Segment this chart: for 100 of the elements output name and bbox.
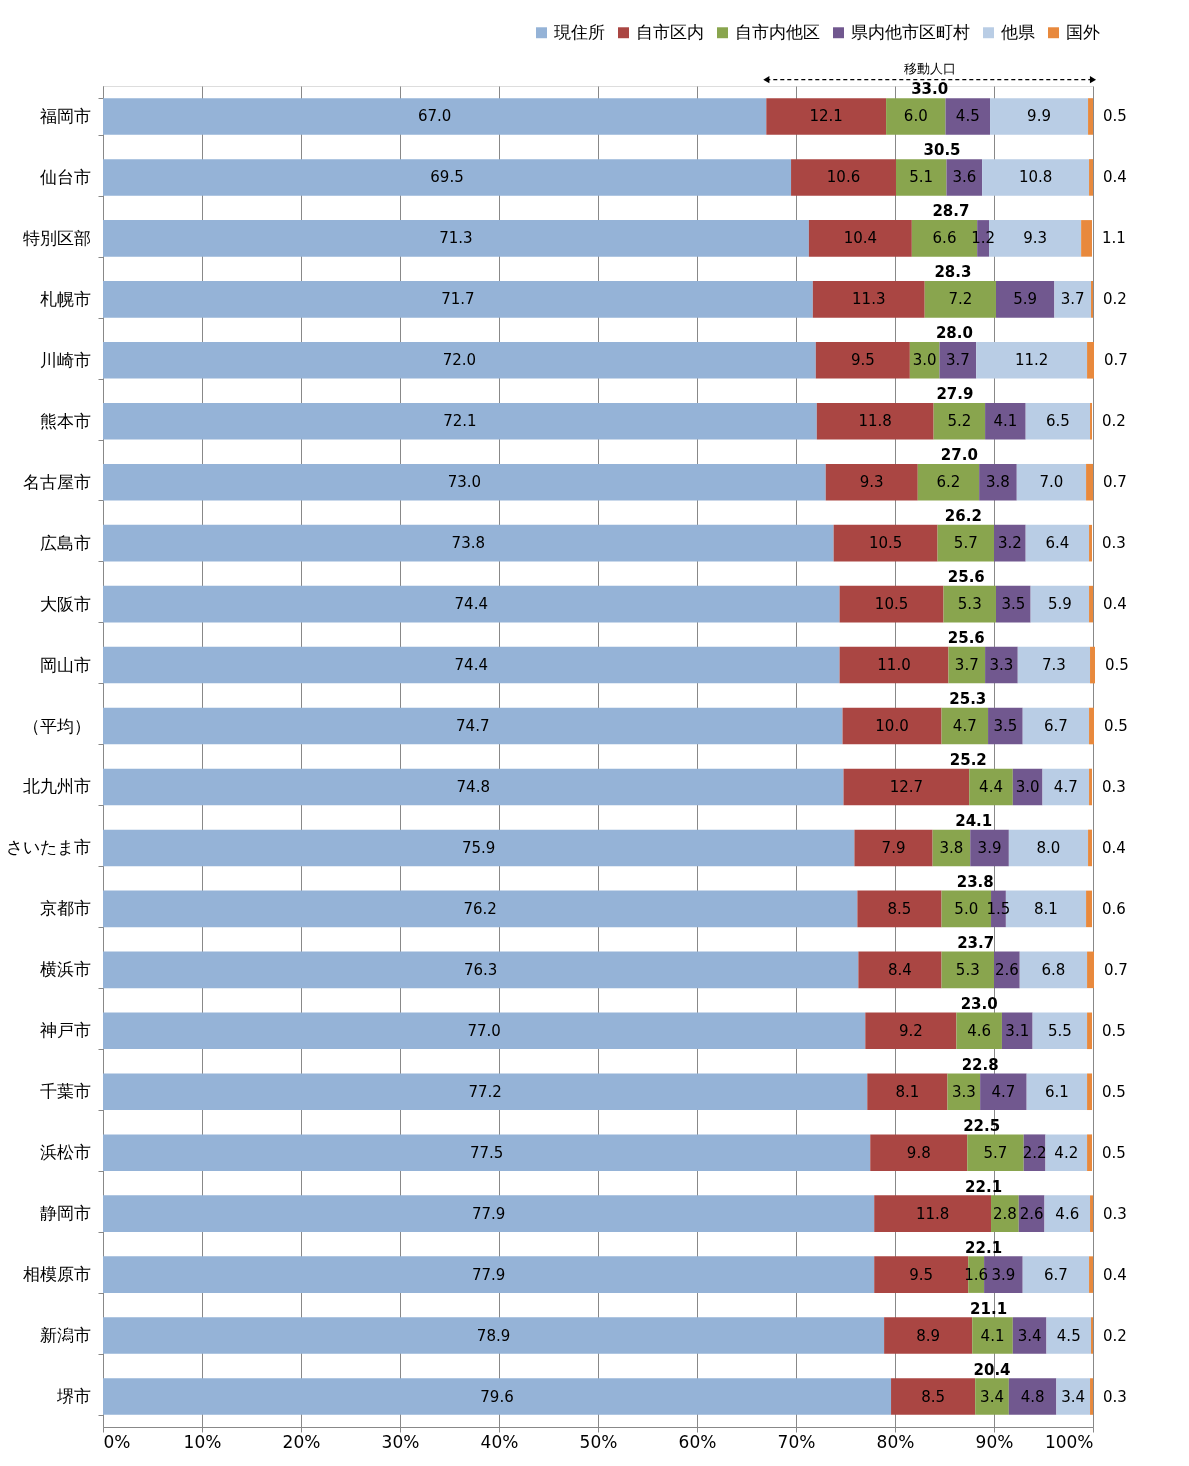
data-label: 9.5 bbox=[850, 351, 875, 370]
data-label: 0.6 bbox=[1102, 899, 1126, 918]
annotation: 22.8 bbox=[961, 1055, 999, 1074]
data-label: 0.4 bbox=[1103, 1265, 1127, 1284]
x-tick-label: 100% bbox=[1044, 1431, 1094, 1452]
data-label: 10.4 bbox=[843, 229, 878, 248]
data-label: 3.1 bbox=[1005, 1021, 1030, 1040]
data-label: 5.9 bbox=[1047, 595, 1072, 614]
annotation: 23.7 bbox=[957, 933, 995, 952]
bar bbox=[1054, 281, 1092, 318]
data-label: 5.9 bbox=[1013, 290, 1038, 309]
bar bbox=[1030, 585, 1090, 623]
data-label: 3.5 bbox=[993, 717, 1018, 736]
data-label: 12.1 bbox=[809, 107, 843, 126]
data-label: 3.0 bbox=[1015, 777, 1040, 796]
annotation: 30.5 bbox=[923, 141, 961, 160]
annotation: 25.3 bbox=[949, 690, 987, 709]
data-label: 7.0 bbox=[1039, 473, 1064, 492]
data-label: 5.0 bbox=[954, 899, 979, 918]
annotation: 27.0 bbox=[940, 446, 978, 465]
x-tick-label: 60% bbox=[678, 1431, 717, 1452]
data-label: 5.3 bbox=[955, 960, 980, 979]
bar bbox=[103, 402, 817, 440]
data-label: 4.6 bbox=[1055, 1204, 1080, 1223]
data-label: 11.8 bbox=[858, 412, 892, 431]
data-label: 5.5 bbox=[1047, 1021, 1072, 1040]
bar bbox=[967, 1134, 1024, 1171]
data-label: 1.1 bbox=[1102, 229, 1126, 248]
bar bbox=[972, 1317, 1013, 1354]
bar bbox=[1089, 768, 1093, 806]
bar bbox=[1026, 1073, 1088, 1111]
data-label: 7.2 bbox=[948, 290, 973, 309]
bar bbox=[103, 890, 858, 928]
bar bbox=[1089, 524, 1093, 562]
bar bbox=[766, 98, 887, 135]
bar bbox=[857, 890, 942, 928]
data-label: 76.3 bbox=[463, 960, 498, 979]
data-label: 77.5 bbox=[469, 1143, 504, 1162]
bar bbox=[1008, 1378, 1057, 1415]
data-label: 3.4 bbox=[1061, 1387, 1086, 1406]
bar bbox=[839, 646, 949, 684]
data-label: 8.9 bbox=[916, 1326, 941, 1345]
bar bbox=[945, 98, 991, 135]
y-tick-label: 京都市 bbox=[39, 898, 91, 919]
data-label: 10.5 bbox=[868, 534, 903, 553]
bar bbox=[1087, 1012, 1093, 1050]
data-label: 10.5 bbox=[874, 595, 909, 614]
data-label: 0.4 bbox=[1103, 168, 1127, 187]
bar bbox=[103, 524, 834, 562]
data-label: 5.7 bbox=[983, 1143, 1008, 1162]
y-tick-label: 名古屋市 bbox=[22, 471, 91, 492]
data-label: 5.1 bbox=[909, 168, 934, 187]
bar bbox=[933, 402, 986, 440]
annotation: 25.6 bbox=[947, 568, 985, 587]
annotation: 23.8 bbox=[956, 872, 994, 891]
data-label: 73.0 bbox=[447, 473, 482, 492]
data-label: 4.6 bbox=[967, 1021, 992, 1040]
bar bbox=[1025, 402, 1091, 440]
bar bbox=[1044, 1195, 1091, 1232]
annotation: 33.0 bbox=[911, 80, 949, 99]
data-label: 74.7 bbox=[456, 717, 490, 736]
bar bbox=[917, 463, 980, 501]
data-label: 8.0 bbox=[1036, 838, 1061, 857]
bar bbox=[909, 342, 940, 379]
bar bbox=[1089, 1256, 1093, 1293]
data-label: 0.5 bbox=[1104, 656, 1129, 675]
data-label: 4.7 bbox=[952, 717, 977, 736]
bar bbox=[941, 707, 989, 745]
bar bbox=[103, 1195, 875, 1232]
x-tick-label: 0% bbox=[103, 1431, 131, 1452]
bar bbox=[842, 707, 942, 745]
y-tick-label: さいたま市 bbox=[5, 837, 91, 858]
legend-label: 県内他市区町村 bbox=[851, 21, 970, 42]
bar bbox=[939, 342, 977, 379]
data-label: 11.2 bbox=[1014, 351, 1049, 370]
bar bbox=[1017, 646, 1091, 684]
data-label: 9.8 bbox=[906, 1143, 931, 1162]
data-label: 6.4 bbox=[1045, 534, 1070, 553]
data-label: 8.1 bbox=[1034, 899, 1058, 918]
bar bbox=[103, 1012, 866, 1050]
data-label: 6.0 bbox=[903, 107, 928, 126]
bar bbox=[943, 585, 996, 623]
annotation: 27.9 bbox=[936, 385, 974, 404]
data-label: 0.7 bbox=[1103, 351, 1128, 370]
data-label: 72.0 bbox=[442, 351, 477, 370]
y-tick-label: 仙台市 bbox=[39, 166, 91, 187]
data-label: 7.9 bbox=[881, 838, 906, 857]
data-label: 8.1 bbox=[895, 1082, 920, 1101]
y-tick-label: （平均） bbox=[22, 715, 91, 736]
y-tick-label: 千葉市 bbox=[39, 1081, 91, 1102]
data-label: 78.9 bbox=[476, 1326, 511, 1345]
bar bbox=[1088, 829, 1093, 867]
annotation: 20.4 bbox=[973, 1360, 1011, 1379]
legend-label: 他県 bbox=[1001, 21, 1035, 42]
bar bbox=[103, 707, 843, 745]
data-label: 5.7 bbox=[953, 534, 978, 553]
data-label: 3.3 bbox=[989, 656, 1014, 675]
y-tick-label: 神戸市 bbox=[39, 1020, 91, 1041]
bar bbox=[812, 281, 925, 318]
data-label: 6.7 bbox=[1043, 1265, 1068, 1284]
